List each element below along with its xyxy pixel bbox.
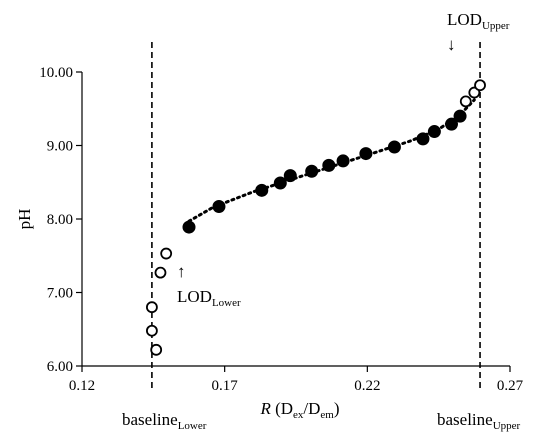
baseline-lower-label: baselineLower <box>122 410 207 432</box>
y-tick-label: 7.00 <box>47 286 73 302</box>
open-data-point <box>160 247 173 260</box>
x-axis-title: R (Dex/Dem) <box>259 399 339 421</box>
open-data-point <box>146 324 158 337</box>
x-tick-label: 0.17 <box>212 378 239 394</box>
ticks: 0.12 0.17 0.22 0.27 6.00 7.00 8.00 9.00 10.00 <box>39 65 523 394</box>
open-data-point <box>154 266 167 279</box>
lod-upper-arrow: ↓ <box>447 35 456 54</box>
filled-data-point <box>322 158 336 172</box>
open-data-point <box>474 79 486 92</box>
filled-data-point <box>305 164 319 178</box>
filled-data-point <box>212 200 226 214</box>
filled-data-point <box>387 140 401 154</box>
axes <box>81 72 510 367</box>
y-axis-title: pH <box>15 209 34 230</box>
data-points <box>146 79 486 356</box>
x-tick-label: 0.12 <box>69 378 95 394</box>
baseline-upper-label: baselineUpper <box>437 410 521 432</box>
filled-data-point <box>283 169 297 183</box>
lod-upper-label: LODUpper <box>447 10 510 32</box>
open-data-point <box>459 95 472 108</box>
lod-lower-arrow: ↑ <box>177 262 186 281</box>
y-tick-label: 9.00 <box>47 139 73 155</box>
open-data-point <box>146 301 158 314</box>
y-tick-label: 6.00 <box>47 359 73 375</box>
x-tick-label: 0.27 <box>497 378 524 394</box>
filled-data-point <box>336 154 350 168</box>
y-tick-label: 8.00 <box>47 212 73 228</box>
filled-data-point <box>182 220 196 234</box>
filled-data-point <box>445 117 459 131</box>
filled-data-point <box>255 183 269 197</box>
lod-lower-label: LODLower <box>177 287 241 309</box>
baseline-lines <box>151 42 481 392</box>
x-tick-label: 0.22 <box>354 378 380 394</box>
filled-data-point <box>359 147 373 161</box>
filled-data-point <box>453 109 467 123</box>
y-tick-label: 10.00 <box>39 65 73 81</box>
open-data-point <box>150 343 163 356</box>
filled-data-point <box>273 176 287 190</box>
filled-data-point <box>416 132 430 146</box>
filled-data-point <box>427 125 441 139</box>
